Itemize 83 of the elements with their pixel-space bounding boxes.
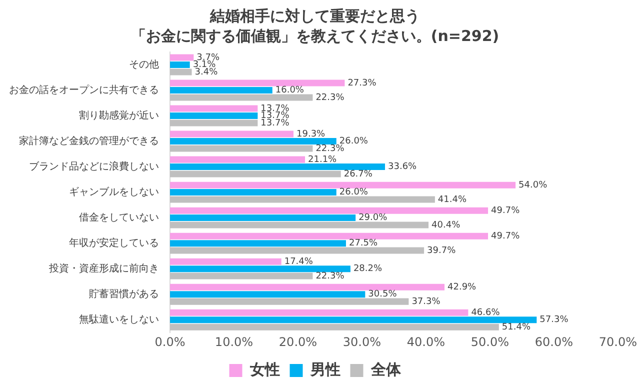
bar	[170, 207, 488, 214]
bar	[170, 80, 345, 86]
data-label: 29.0%	[358, 213, 388, 224]
data-label: 19.3%	[296, 129, 326, 140]
data-label: 27.3%	[348, 78, 377, 88]
bar	[170, 189, 336, 196]
bar	[170, 112, 258, 120]
bar	[170, 68, 192, 76]
legend-label: 全体	[370, 360, 402, 378]
chart-title: 結婚相手に対して重要だと思う	[209, 6, 420, 25]
bar	[170, 316, 537, 324]
data-label: 39.7%	[427, 246, 456, 256]
bar	[170, 94, 313, 101]
bar	[170, 222, 429, 228]
y-tick-label: 年収が安定している	[69, 236, 159, 249]
bar	[170, 170, 341, 178]
bar	[170, 120, 258, 126]
x-tick-label: 70.0%	[598, 334, 637, 349]
bar	[170, 182, 516, 188]
data-label: 26.0%	[339, 188, 368, 198]
data-label: 57.3%	[540, 315, 569, 326]
data-label: 22.3%	[316, 92, 345, 103]
x-tick-label: 0.0%	[154, 334, 186, 349]
data-label: 42.9%	[448, 282, 477, 292]
bar	[170, 196, 435, 203]
bar	[170, 258, 282, 265]
y-tick-label: ブランド品などに浪費しない	[29, 160, 159, 172]
bar	[170, 130, 294, 138]
data-label: 27.5%	[348, 238, 378, 249]
bar	[170, 62, 190, 68]
y-tick-label: 投資・資産形成に前向き	[48, 262, 159, 274]
bar	[170, 291, 366, 298]
x-tick-label: 10.0%	[214, 334, 254, 349]
data-label: 26.7%	[344, 169, 373, 180]
data-label: 49.7%	[491, 206, 520, 216]
data-label: 40.4%	[432, 220, 461, 230]
y-tick-label: 家計簿など金銭の管理ができる	[19, 134, 159, 147]
data-label: 46.6%	[471, 308, 500, 318]
y-tick-label: その他	[129, 58, 159, 70]
bar	[170, 284, 445, 290]
bar	[170, 232, 488, 240]
bar	[170, 309, 468, 316]
bar	[170, 272, 313, 280]
y-tick-label: ギャンブルをしない	[69, 186, 159, 198]
data-label: 37.3%	[412, 296, 441, 307]
x-tick-label: 60.0%	[534, 334, 574, 349]
data-label: 33.6%	[388, 162, 418, 172]
bar	[170, 105, 258, 112]
legend-label: 男性	[309, 360, 340, 378]
data-label: 17.4%	[284, 256, 314, 267]
data-label: 30.5%	[368, 290, 398, 300]
data-label: 16.0%	[275, 86, 304, 96]
data-label: 22.3%	[316, 144, 345, 154]
bar	[170, 298, 409, 305]
legend-label: 女性	[248, 360, 280, 378]
data-label: 41.4%	[438, 194, 467, 205]
data-label: 22.3%	[316, 271, 345, 282]
y-tick-label: 貯蓄習慣がある	[89, 288, 159, 300]
bar	[170, 138, 336, 145]
bar	[170, 145, 313, 152]
data-label: 54.0%	[518, 180, 548, 190]
x-tick-label: 20.0%	[278, 334, 318, 349]
x-tick-label: 50.0%	[470, 334, 510, 349]
x-tick-label: 30.0%	[342, 334, 382, 349]
y-tick-label: 借金をしていない	[79, 211, 159, 224]
bar	[170, 54, 194, 61]
y-tick-label: 割り勘感覚が近い	[79, 109, 159, 122]
y-tick-label: お金の話をオープンに共有できる	[9, 84, 159, 96]
bar	[170, 240, 346, 247]
data-label: 49.7%	[491, 231, 520, 242]
data-label: 51.4%	[502, 322, 531, 332]
bar	[170, 247, 424, 254]
bar	[170, 156, 306, 163]
data-label: 21.1%	[308, 154, 338, 165]
bar	[170, 266, 350, 272]
bar	[170, 164, 386, 170]
bar	[170, 214, 356, 222]
chart-subtitle: 「お金に関する価値観」を教えてください。(n=292)	[130, 26, 500, 45]
bar	[170, 87, 272, 94]
bar	[170, 324, 499, 330]
data-label: 28.2%	[353, 264, 382, 274]
x-tick-label: 40.0%	[406, 334, 446, 349]
y-tick-label: 無駄遣いをしない	[79, 313, 159, 326]
